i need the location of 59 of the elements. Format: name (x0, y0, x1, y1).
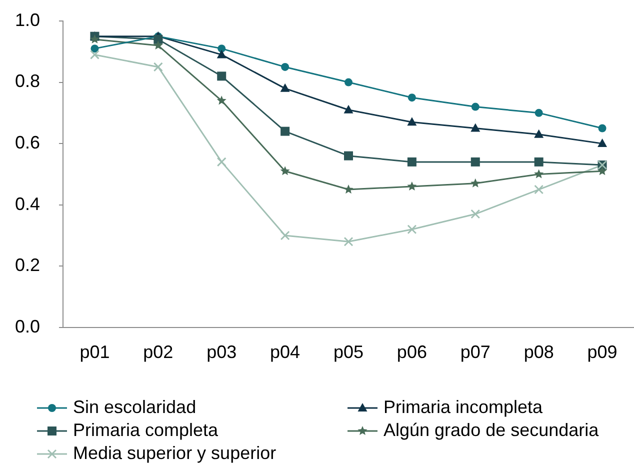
legend-label: Primaria incompleta (384, 396, 544, 417)
x-tick-label: p06 (396, 342, 427, 362)
x-tick-label: p03 (206, 342, 237, 362)
point (534, 108, 543, 117)
point (470, 178, 480, 188)
point (280, 230, 290, 240)
point (153, 40, 163, 50)
y-tick-label: 0.4 (14, 194, 40, 214)
point (534, 169, 544, 178)
point (470, 209, 480, 219)
point (470, 157, 480, 166)
point (344, 236, 354, 246)
point (534, 157, 544, 166)
x-tick-label: p02 (143, 342, 174, 362)
point (90, 50, 100, 60)
x-tick-label: p04 (270, 342, 300, 362)
point (407, 181, 417, 190)
point (407, 157, 416, 166)
point (280, 166, 290, 176)
point (344, 78, 352, 86)
point (407, 224, 417, 234)
point (407, 117, 417, 126)
legend-label: Algún grado de secundaria (384, 420, 600, 440)
point (408, 94, 416, 102)
point (281, 62, 290, 71)
x-tick-label: p01 (80, 342, 110, 362)
y-tick-label: 0.6 (14, 132, 40, 153)
x-tick-label: p07 (460, 342, 490, 362)
y-tick-label: 0.8 (14, 71, 40, 92)
point (344, 184, 354, 194)
x-tick-label: p05 (333, 342, 364, 362)
x-tick-label: p08 (524, 342, 554, 362)
legend-label: Primaria completa (73, 420, 220, 440)
legend-label: Sin escolaridad (73, 396, 196, 417)
point (154, 34, 163, 44)
point (598, 166, 608, 176)
point (153, 62, 163, 72)
point (534, 129, 544, 138)
point (218, 44, 226, 53)
point (344, 151, 353, 160)
y-tick-label: 0.0 (14, 316, 40, 336)
point (280, 83, 290, 92)
point (280, 126, 290, 136)
point (598, 124, 606, 132)
point (90, 44, 99, 53)
point (534, 184, 544, 194)
point (470, 123, 480, 132)
x-tick-label: p09 (587, 342, 618, 362)
point (216, 157, 226, 167)
y-tick-label: 0.2 (14, 255, 40, 276)
point (344, 104, 354, 114)
y-tick-label: 1.0 (14, 10, 40, 30)
point (216, 96, 226, 105)
point (598, 138, 608, 148)
legend-label: Media superior y superior (73, 442, 276, 463)
point (216, 50, 226, 58)
point (471, 102, 480, 111)
point (217, 72, 226, 81)
point (90, 34, 100, 44)
